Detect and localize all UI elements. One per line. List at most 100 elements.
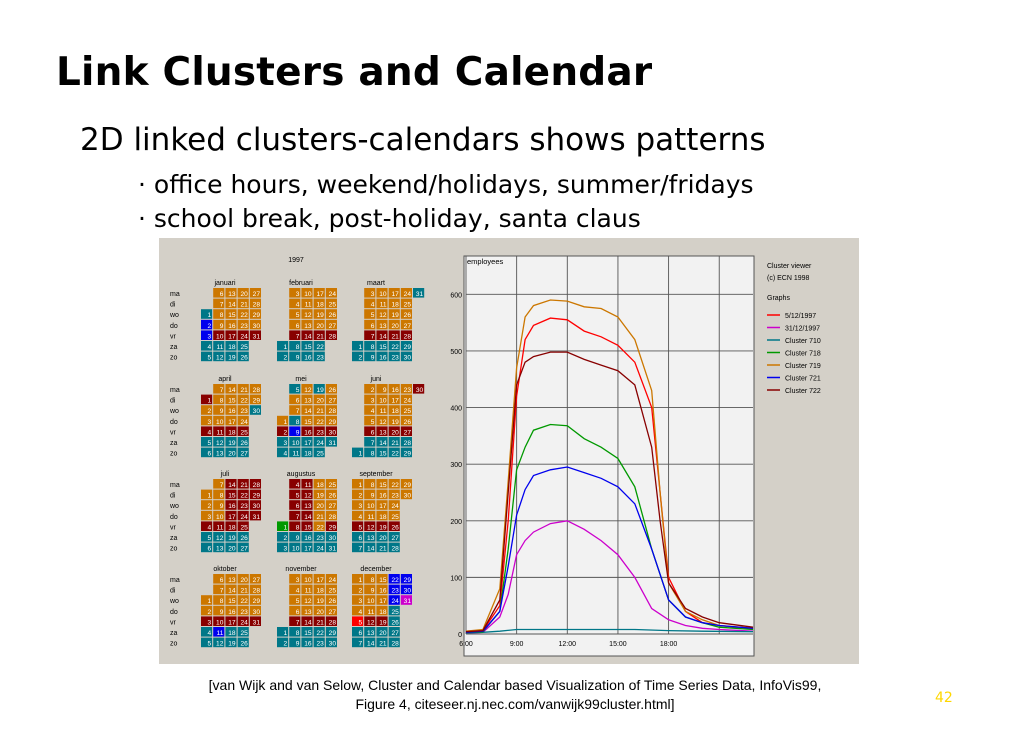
calendar-day-number: 7 [296, 408, 300, 415]
calendar-day-number: 12 [216, 535, 224, 542]
calendar-day-number: 11 [368, 609, 375, 616]
calendar-day-number: 9 [383, 387, 387, 394]
calendar-day-cell [213, 521, 225, 531]
calendar-day-cell [301, 405, 313, 415]
calendar-day-cell [289, 288, 301, 298]
calendar-day-cell [376, 405, 388, 415]
calendar-day-cell [388, 574, 400, 584]
calendar-day-number: 1 [208, 598, 212, 605]
calendar-day-cell [237, 437, 249, 447]
calendar-day-cell [388, 415, 400, 426]
calendar-day-cell [201, 437, 213, 447]
calendar-day-number: 13 [228, 577, 236, 584]
calendar-day-number: 3 [296, 291, 300, 298]
calendar-day-number: 2 [284, 429, 288, 436]
calendar-day-cell [213, 584, 225, 595]
calendar-day-number: 25 [240, 524, 248, 531]
calendar-day-cell [249, 384, 261, 394]
calendar-day-cell [301, 532, 313, 542]
calendar-day-number: 4 [284, 451, 288, 458]
calendar-day-number: 25 [391, 609, 399, 616]
calendar-day-number: 27 [391, 630, 399, 637]
calendar-day-number: 28 [404, 333, 412, 340]
calendar-day-number: 24 [404, 291, 412, 298]
calendar-day-number: 11 [380, 302, 387, 309]
calendar-day-number: 20 [316, 323, 324, 330]
calendar-day-cell [213, 405, 225, 415]
calendar-day-cell [364, 384, 376, 394]
calendar-weekday-label: zo [170, 546, 178, 553]
calendar-day-cell [225, 489, 237, 500]
calendar-day-cell [313, 489, 325, 500]
calendar-day-cell [313, 542, 325, 553]
calendar-day-number: 16 [228, 503, 236, 510]
calendar-day-cell [364, 309, 376, 319]
calendar-day-number: 13 [228, 291, 236, 298]
calendar-day-number: 11 [217, 630, 224, 637]
calendar-day-cell [325, 394, 337, 405]
calendar-day-cell [213, 437, 225, 447]
calendar-day-cell [225, 584, 237, 595]
calendar-weekday-label: di [170, 302, 176, 309]
calendar-day-cell [364, 437, 376, 447]
calendar-day-cell [289, 510, 301, 521]
calendar-day-number: 18 [228, 429, 236, 436]
calendar-day-number: 11 [217, 429, 224, 436]
calendar-day-number: 7 [296, 333, 300, 340]
calendar-day-number: 10 [216, 619, 224, 626]
page-number: 42 [935, 690, 953, 706]
calendar-day-cell [301, 489, 313, 500]
calendar-day-cell [213, 341, 225, 351]
calendar-day-cell [225, 510, 237, 521]
calendar-day-cell [325, 532, 337, 542]
calendar-day-number: 8 [296, 524, 300, 531]
calendar-day-cell [352, 341, 364, 351]
calendar-day-number: 18 [304, 451, 312, 458]
graph-series-line [465, 466, 754, 633]
calendar-weekday-label: wo [169, 503, 179, 510]
calendar-day-number: 21 [391, 333, 399, 340]
calendar-day-cell [388, 309, 400, 319]
calendar-day-number: 13 [379, 429, 387, 436]
calendar-day-cell [364, 521, 376, 531]
graph-y-tick-label: 600 [450, 292, 462, 299]
calendar-day-cell [249, 405, 261, 415]
calendar-day-number: 26 [391, 524, 399, 531]
cluster-calendar-figure: 1997 januari ma di wo do vr za zo 1 2 3 4 5 6 7 8 9 10 11 12… [159, 238, 859, 664]
calendar-weekday-label: do [170, 323, 178, 330]
calendar-day-cell [400, 489, 412, 500]
calendar-day-number: 18 [379, 514, 387, 521]
calendar-day-cell [352, 605, 364, 616]
calendar-day-cell [249, 574, 261, 584]
calendar-day-number: 14 [304, 408, 312, 415]
calendar-weekday-label: vr [170, 429, 177, 436]
calendar-day-cell [388, 616, 400, 626]
calendar-day-cell [388, 510, 400, 521]
calendar-day-cell [352, 595, 364, 605]
calendar-day-number: 4 [359, 514, 363, 521]
calendar-month-label: januari [213, 280, 235, 287]
calendar-day-cell [400, 584, 412, 595]
graph-y-tick-label: 400 [450, 406, 462, 413]
calendar-day-cell [400, 595, 412, 605]
calendar-day-cell [388, 319, 400, 330]
calendar-day-number: 10 [304, 291, 312, 298]
calendar-day-number: 27 [253, 577, 261, 584]
calendar-day-number: 1 [208, 398, 212, 405]
calendar-day-number: 21 [240, 482, 248, 489]
calendar-day-cell [301, 394, 313, 405]
calendar-day-number: 14 [367, 546, 375, 553]
viewer-title: Cluster viewer [767, 263, 812, 270]
calendar-day-cell [249, 510, 261, 521]
calendar-weekday-label: zo [170, 355, 178, 362]
calendar-day-number: 2 [284, 535, 288, 542]
calendar-day-number: 22 [391, 482, 399, 489]
calendar-day-number: 5 [371, 419, 375, 426]
calendar-day-number: 20 [228, 451, 236, 458]
calendar-day-number: 3 [208, 419, 212, 426]
calendar-day-number: 23 [240, 323, 248, 330]
calendar-day-cell [213, 532, 225, 542]
calendar-day-number: 12 [216, 440, 224, 447]
calendar-day-cell [313, 415, 325, 426]
calendar-day-cell [388, 489, 400, 500]
